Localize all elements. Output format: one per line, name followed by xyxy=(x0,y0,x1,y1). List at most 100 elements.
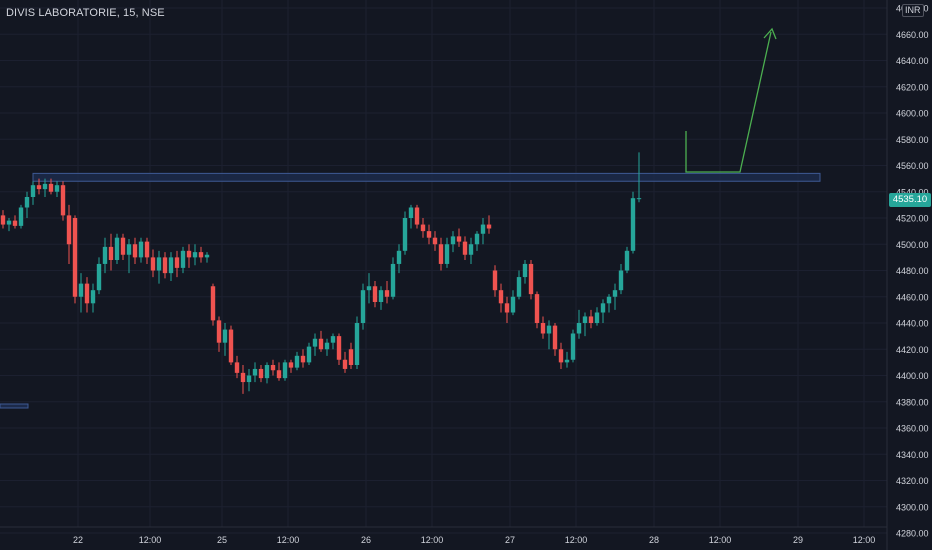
candle[interactable] xyxy=(198,246,204,263)
candle[interactable] xyxy=(426,224,432,245)
candle[interactable] xyxy=(276,362,282,381)
candle[interactable] xyxy=(84,277,90,313)
candle[interactable] xyxy=(174,250,180,278)
candle[interactable] xyxy=(366,273,372,304)
candle[interactable] xyxy=(600,299,606,323)
candle[interactable] xyxy=(192,244,198,266)
candle[interactable] xyxy=(114,233,120,264)
candle[interactable] xyxy=(546,320,552,350)
candle[interactable] xyxy=(606,294,612,313)
candle[interactable] xyxy=(396,244,402,274)
candle[interactable] xyxy=(312,333,318,356)
candle[interactable] xyxy=(42,178,48,197)
time-scale[interactable]: :002212:002512:002612:002712:002812:0029… xyxy=(0,535,875,545)
candle[interactable] xyxy=(258,365,264,383)
candle[interactable] xyxy=(510,290,516,316)
candle[interactable] xyxy=(18,204,24,229)
candle[interactable] xyxy=(414,204,420,229)
candle[interactable] xyxy=(210,283,216,326)
candle[interactable] xyxy=(384,281,390,304)
candle[interactable] xyxy=(234,355,240,379)
candle[interactable] xyxy=(126,239,132,274)
candle[interactable] xyxy=(444,237,450,268)
candle[interactable] xyxy=(144,237,150,264)
candle[interactable] xyxy=(480,218,486,245)
candle[interactable] xyxy=(342,351,348,373)
candle[interactable] xyxy=(570,329,576,363)
candle[interactable] xyxy=(360,283,366,330)
candle[interactable] xyxy=(336,333,342,366)
resistance-zone-layer[interactable] xyxy=(0,172,821,409)
candle[interactable] xyxy=(534,291,540,329)
candle[interactable] xyxy=(402,211,408,255)
candle[interactable] xyxy=(558,342,564,369)
candle[interactable] xyxy=(60,181,66,221)
currency-badge[interactable]: INR xyxy=(902,4,924,17)
candle[interactable] xyxy=(156,250,162,284)
candle[interactable] xyxy=(0,210,6,229)
candle[interactable] xyxy=(282,359,288,381)
candle[interactable] xyxy=(354,316,360,369)
candle[interactable] xyxy=(582,312,588,337)
candle[interactable] xyxy=(540,316,546,339)
candle[interactable] xyxy=(378,286,384,310)
candle[interactable] xyxy=(72,215,78,304)
candle[interactable] xyxy=(204,252,210,263)
candle[interactable] xyxy=(24,191,30,218)
projection-layer[interactable] xyxy=(685,27,777,173)
candle[interactable] xyxy=(408,204,414,229)
candle[interactable] xyxy=(132,237,138,264)
candle[interactable] xyxy=(180,246,186,274)
candle[interactable] xyxy=(576,309,582,339)
candle[interactable] xyxy=(630,191,636,254)
candle[interactable] xyxy=(306,342,312,365)
candle[interactable] xyxy=(498,283,504,313)
candle[interactable] xyxy=(66,204,72,264)
price-scale[interactable]: 4680.004660.004640.004620.004600.004580.… xyxy=(896,4,929,539)
candle[interactable] xyxy=(624,246,630,274)
candle[interactable] xyxy=(228,325,234,365)
candle[interactable] xyxy=(150,249,156,278)
candle[interactable] xyxy=(330,333,336,350)
resistance-zone[interactable] xyxy=(32,172,821,182)
support-zone-marker[interactable] xyxy=(0,403,29,409)
candle[interactable] xyxy=(516,270,522,300)
candle[interactable] xyxy=(612,283,618,310)
candle[interactable] xyxy=(252,362,258,383)
candle[interactable] xyxy=(390,257,396,300)
candle[interactable] xyxy=(288,359,294,373)
candle[interactable] xyxy=(450,231,456,253)
candle[interactable] xyxy=(588,309,594,329)
candle[interactable] xyxy=(264,362,270,384)
candle[interactable] xyxy=(618,263,624,295)
candle[interactable] xyxy=(48,178,54,195)
candle[interactable] xyxy=(54,181,60,197)
candle[interactable] xyxy=(324,338,330,356)
candle[interactable] xyxy=(12,215,18,229)
candle[interactable] xyxy=(294,351,300,371)
candle[interactable] xyxy=(78,273,84,313)
projection-path[interactable] xyxy=(685,31,772,173)
candle[interactable] xyxy=(108,233,114,271)
candle[interactable] xyxy=(216,316,222,352)
candle[interactable] xyxy=(468,237,474,264)
candle[interactable] xyxy=(30,181,36,205)
candle[interactable] xyxy=(492,265,498,297)
candle[interactable] xyxy=(552,323,558,356)
candle[interactable] xyxy=(504,296,510,323)
candle[interactable] xyxy=(432,231,438,251)
candle[interactable] xyxy=(138,237,144,263)
candle[interactable] xyxy=(246,368,252,392)
candle[interactable] xyxy=(270,359,276,376)
candle[interactable] xyxy=(594,307,600,326)
candle[interactable] xyxy=(486,215,492,234)
candle[interactable] xyxy=(102,237,108,274)
candle[interactable] xyxy=(162,252,168,279)
candle[interactable] xyxy=(318,330,324,352)
candle[interactable] xyxy=(222,323,228,356)
candle[interactable] xyxy=(120,233,126,260)
candle[interactable] xyxy=(90,283,96,313)
candle[interactable] xyxy=(438,237,444,271)
candle[interactable] xyxy=(474,231,480,251)
